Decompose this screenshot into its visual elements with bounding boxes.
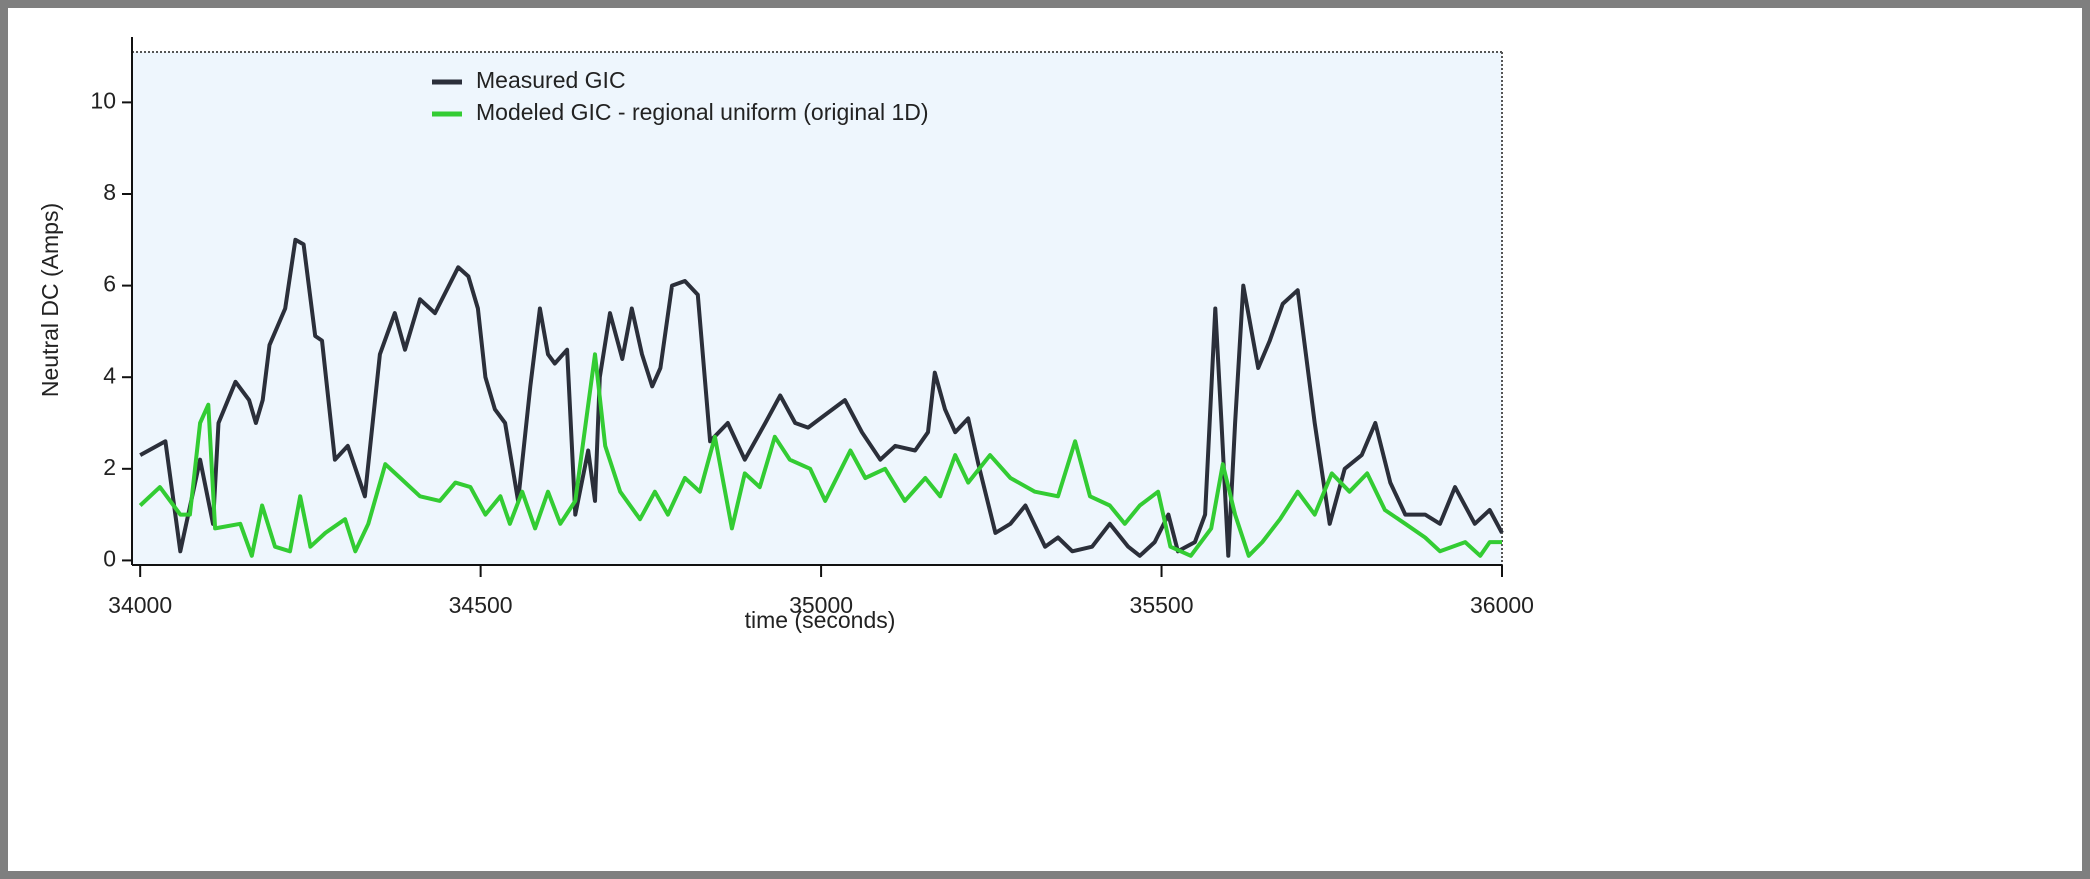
series-line — [139, 237, 1504, 558]
legend-label: Modeled GIC - regional uniform (original… — [476, 99, 929, 125]
y-tick-label: 2 — [103, 454, 116, 480]
y-tick-label: 6 — [103, 271, 116, 297]
x-tick-label: 34000 — [108, 592, 172, 618]
y-tick-label: 10 — [90, 87, 116, 113]
x-tick-label: 35500 — [1130, 592, 1194, 618]
x-tick-label: 36000 — [1470, 592, 1534, 618]
legend-label: Measured GIC — [476, 67, 626, 93]
x-axis-label: time (seconds) — [745, 607, 896, 633]
y-tick-label: 0 — [103, 545, 116, 571]
y-tick-label: 8 — [103, 179, 116, 205]
series-line — [138, 352, 1502, 558]
y-tick-label: 4 — [103, 362, 116, 388]
y-axis-label: Neutral DC (Amps) — [37, 203, 63, 397]
x-tick-label: 34500 — [449, 592, 513, 618]
x-tick-label: 35000 — [789, 592, 853, 618]
